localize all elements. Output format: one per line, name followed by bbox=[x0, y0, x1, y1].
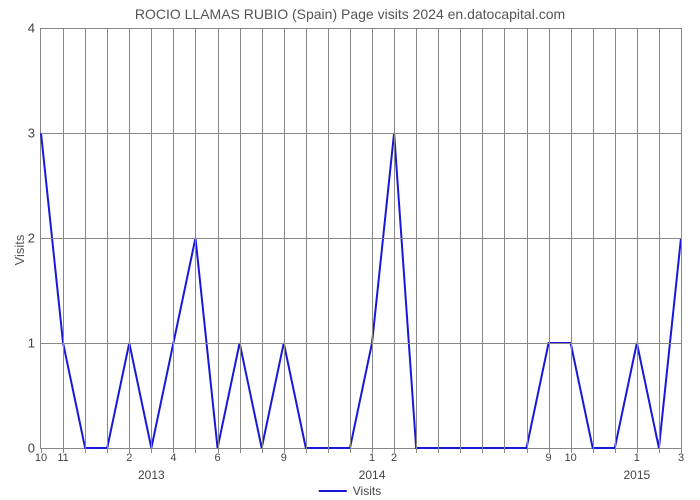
xtick-mark bbox=[615, 448, 616, 453]
gridline-v bbox=[681, 28, 682, 448]
xtick-label: 3 bbox=[678, 452, 684, 464]
gridline-v bbox=[262, 28, 263, 448]
xtick-mark bbox=[85, 448, 86, 453]
gridline-h bbox=[41, 343, 681, 344]
gridline-h bbox=[41, 133, 681, 134]
gridline-v bbox=[549, 28, 550, 448]
gridline-v bbox=[527, 28, 528, 448]
xtick-label: 1 bbox=[369, 452, 375, 464]
gridline-v bbox=[438, 28, 439, 448]
xtick-label: 2 bbox=[391, 452, 397, 464]
gridline-v bbox=[482, 28, 483, 448]
ytick-label: 3 bbox=[28, 126, 35, 141]
gridline-v bbox=[284, 28, 285, 448]
xtick-label: 6 bbox=[214, 452, 220, 464]
gridline-v bbox=[85, 28, 86, 448]
gridline-h bbox=[41, 238, 681, 239]
xtick-mark bbox=[151, 448, 152, 453]
legend-swatch bbox=[319, 490, 347, 492]
xtick-label: 11 bbox=[57, 452, 68, 464]
gridline-v bbox=[173, 28, 174, 448]
xtick-mark bbox=[460, 448, 461, 453]
ytick-label: 2 bbox=[28, 231, 35, 246]
xtick-mark bbox=[262, 448, 263, 453]
ytick-label: 4 bbox=[28, 21, 35, 36]
ytick-label: 1 bbox=[28, 336, 35, 351]
legend-label: Visits bbox=[353, 484, 381, 498]
gridline-v bbox=[151, 28, 152, 448]
xtick-mark bbox=[482, 448, 483, 453]
x-year-label: 2014 bbox=[359, 468, 386, 482]
xtick-label: 10 bbox=[35, 452, 47, 464]
gridline-v bbox=[240, 28, 241, 448]
xtick-label: 1 bbox=[634, 452, 640, 464]
xtick-mark bbox=[107, 448, 108, 453]
gridline-v bbox=[416, 28, 417, 448]
xtick-mark bbox=[416, 448, 417, 453]
xtick-label: 9 bbox=[281, 452, 287, 464]
gridline-v bbox=[372, 28, 373, 448]
gridline-v bbox=[460, 28, 461, 448]
xtick-mark bbox=[328, 448, 329, 453]
xtick-mark bbox=[240, 448, 241, 453]
x-year-label: 2015 bbox=[624, 468, 651, 482]
gridline-h bbox=[41, 28, 681, 29]
gridline-v bbox=[615, 28, 616, 448]
xtick-mark bbox=[195, 448, 196, 453]
xtick-mark bbox=[504, 448, 505, 453]
chart-title: ROCIO LLAMAS RUBIO (Spain) Page visits 2… bbox=[0, 0, 700, 22]
plot-area: 01234101124691291013201320142015 bbox=[40, 28, 681, 449]
gridline-v bbox=[306, 28, 307, 448]
gridline-v bbox=[637, 28, 638, 448]
xtick-label: 10 bbox=[565, 452, 577, 464]
gridline-v bbox=[394, 28, 395, 448]
xtick-label: 2 bbox=[126, 452, 132, 464]
gridline-v bbox=[195, 28, 196, 448]
gridline-v bbox=[593, 28, 594, 448]
gridline-v bbox=[218, 28, 219, 448]
gridline-v bbox=[571, 28, 572, 448]
gridline-v bbox=[107, 28, 108, 448]
gridline-v bbox=[504, 28, 505, 448]
gridline-v bbox=[63, 28, 64, 448]
chart-container: ROCIO LLAMAS RUBIO (Spain) Page visits 2… bbox=[0, 0, 700, 500]
xtick-mark bbox=[306, 448, 307, 453]
gridline-v bbox=[328, 28, 329, 448]
gridline-v bbox=[129, 28, 130, 448]
legend: Visits bbox=[319, 484, 381, 498]
gridline-v bbox=[659, 28, 660, 448]
xtick-mark bbox=[527, 448, 528, 453]
y-axis-label: Visits bbox=[12, 235, 27, 266]
xtick-label: 9 bbox=[546, 452, 552, 464]
x-year-label: 2013 bbox=[138, 468, 165, 482]
xtick-mark bbox=[659, 448, 660, 453]
xtick-mark bbox=[438, 448, 439, 453]
xtick-mark bbox=[350, 448, 351, 453]
gridline-v bbox=[350, 28, 351, 448]
xtick-label: 4 bbox=[170, 452, 176, 464]
xtick-mark bbox=[593, 448, 594, 453]
